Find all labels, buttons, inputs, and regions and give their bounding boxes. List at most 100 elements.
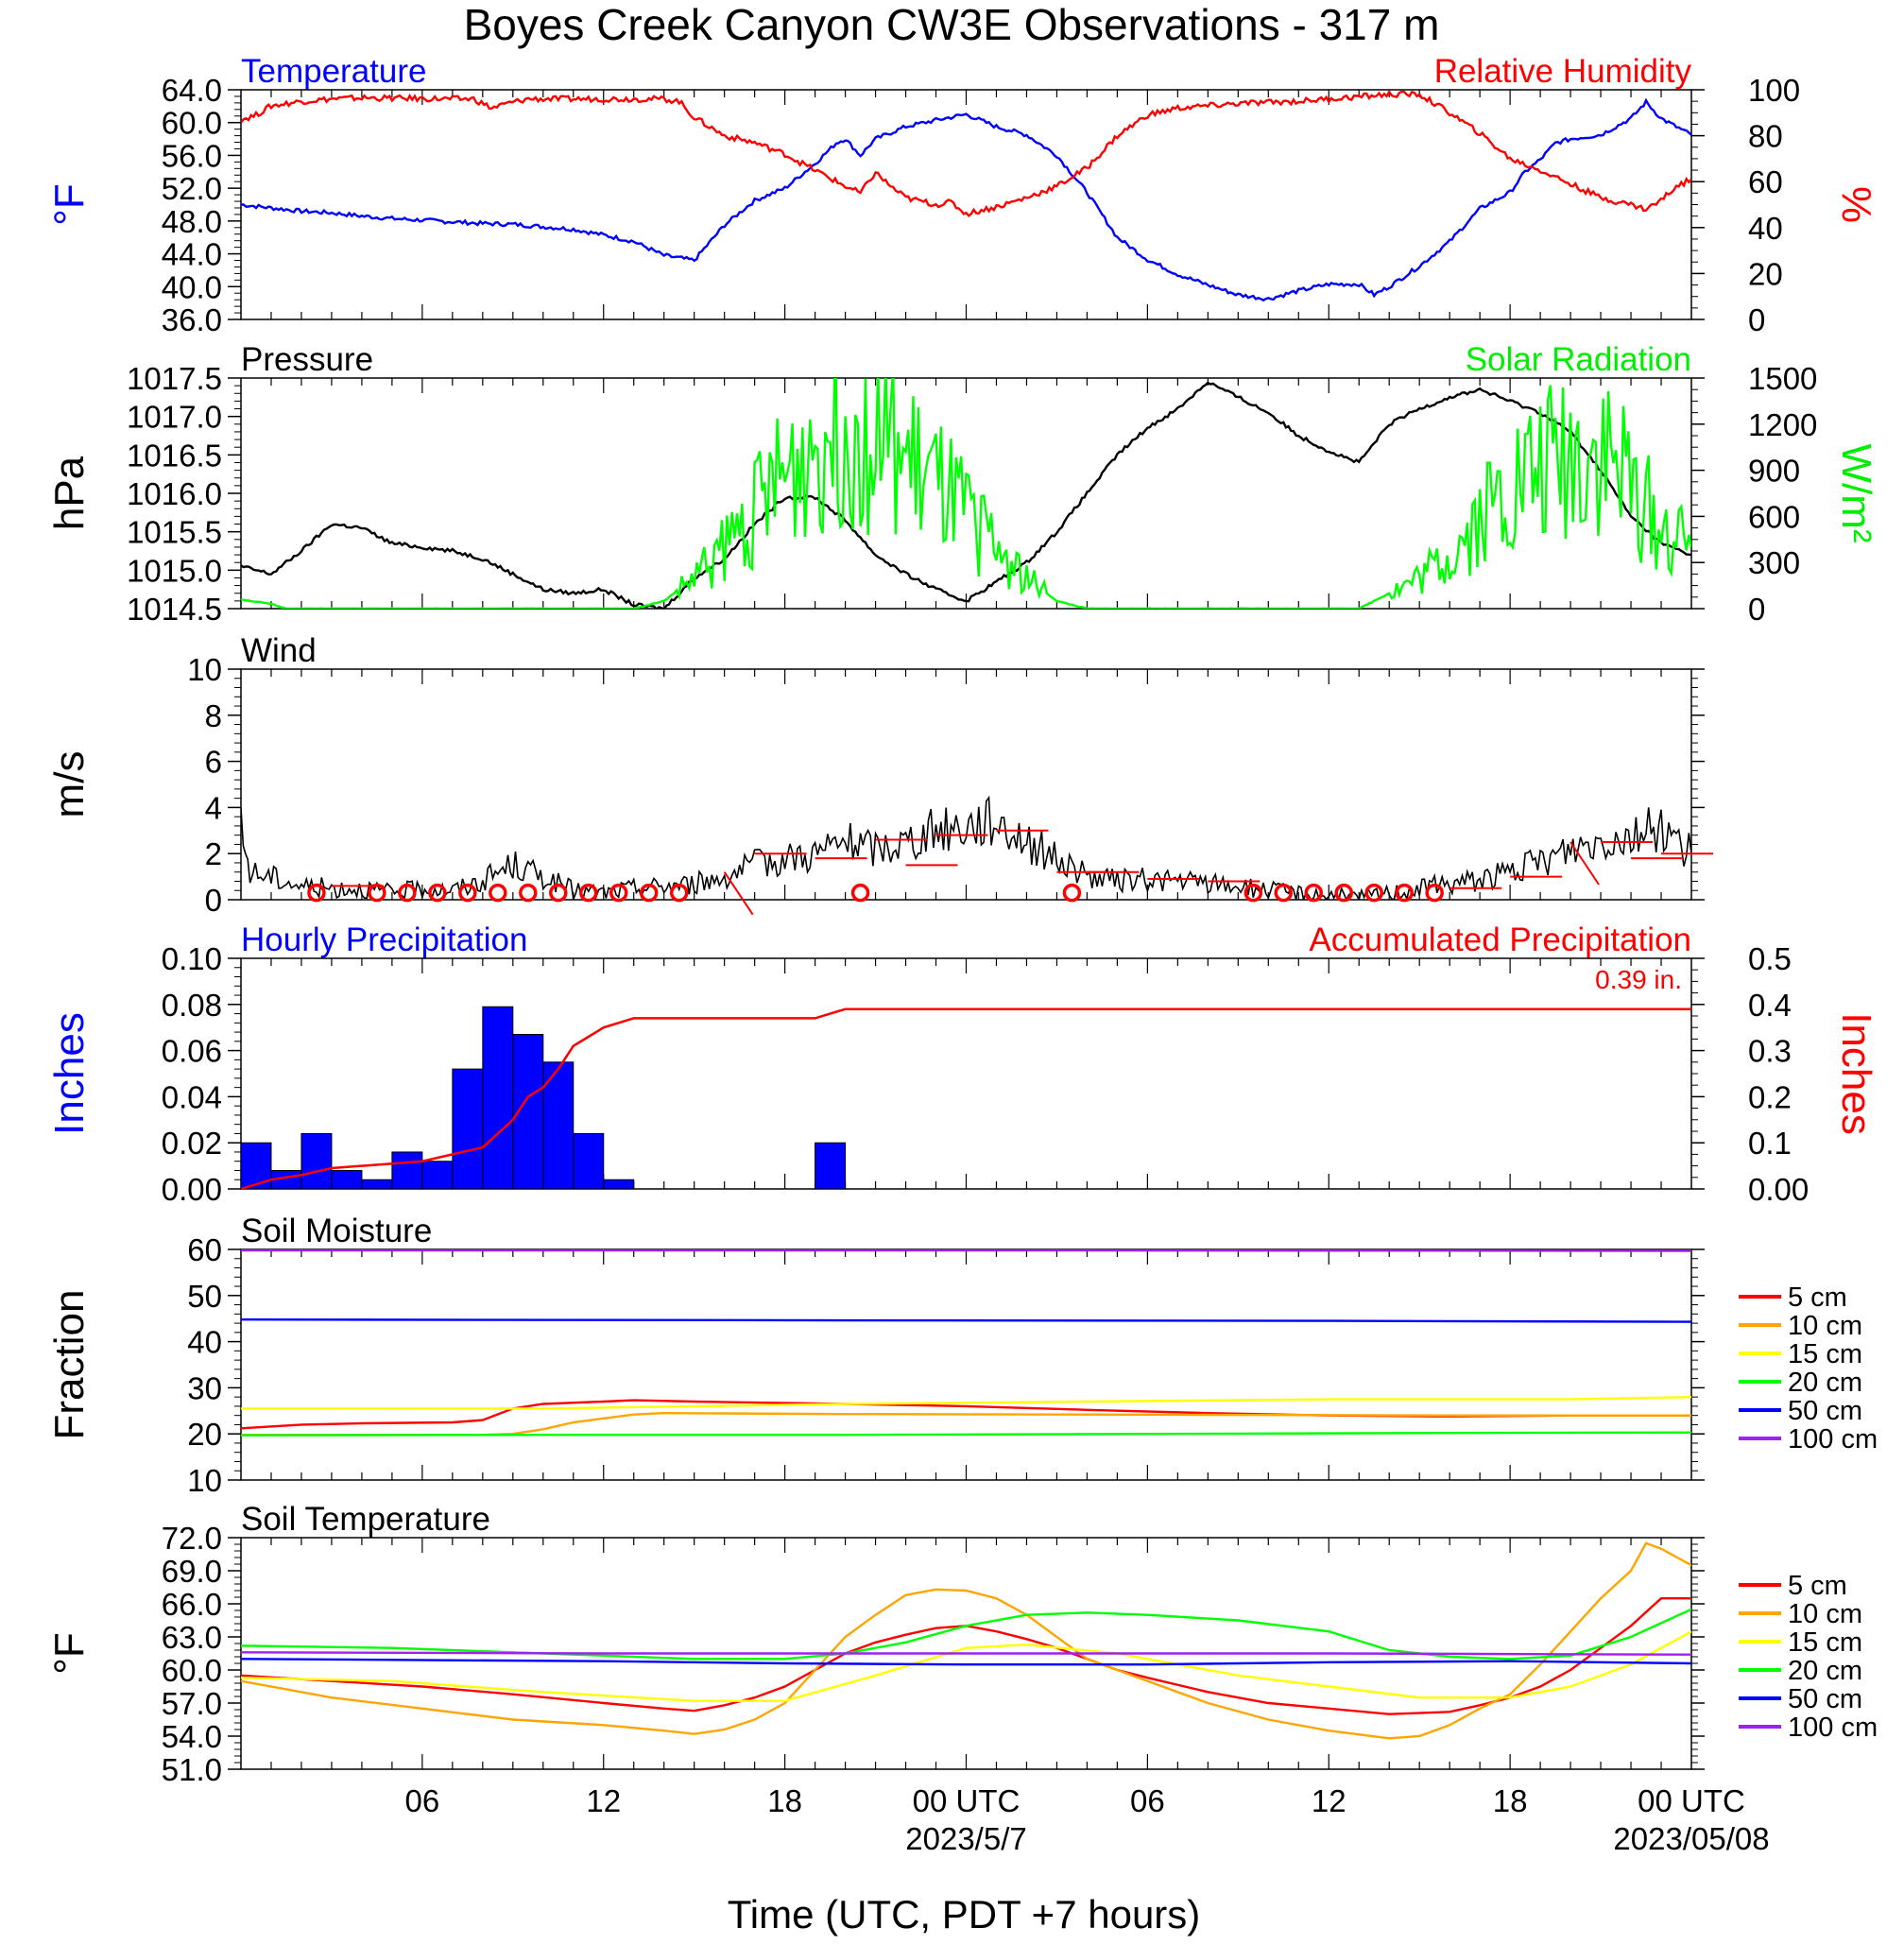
panel-title-left: Soil Moisture (241, 1213, 432, 1249)
calm-wind-marker (1334, 883, 1353, 903)
y-tick-label: 0.00 (162, 1172, 222, 1207)
legend-label: 100 cm (1788, 1424, 1878, 1454)
series-line-20-cm (241, 1608, 1691, 1661)
y-right-tick-label: 40 (1748, 211, 1783, 246)
legend-label: 5 cm (1788, 1571, 1847, 1601)
series-line-50-cm (241, 1658, 1691, 1666)
legend-label: 100 cm (1788, 1713, 1878, 1743)
y-right-tick-label: 0.1 (1748, 1126, 1792, 1161)
y-axis-title-right: Inches (1833, 1012, 1879, 1135)
y-tick-label: 63.0 (162, 1620, 222, 1655)
y-axis-title-right: W/m² (1833, 443, 1879, 542)
y-axis-title-right: % (1833, 186, 1879, 223)
precip-bar (391, 1151, 423, 1189)
y-tick-label: 72.0 (162, 1521, 222, 1556)
x-tick-label: 18 (767, 1783, 802, 1818)
panel-title-left: Temperature (241, 53, 426, 90)
calm-wind-marker (579, 883, 598, 903)
y-tick-label: 52.0 (162, 171, 222, 206)
calm-wind-marker (639, 883, 659, 903)
y-right-tick-label: 20 (1748, 256, 1783, 291)
calm-wind-marker (1274, 883, 1294, 903)
precip-bar (361, 1179, 393, 1189)
y-tick-label: 60.0 (162, 1653, 222, 1688)
y-right-tick-label: 100 (1748, 73, 1800, 108)
y-tick-label: 57.0 (162, 1686, 222, 1721)
calm-wind-marker (1395, 883, 1414, 903)
series-line-wind (241, 795, 1691, 900)
plot-area (241, 795, 1691, 900)
series-line-50-cm (241, 1318, 1691, 1323)
y-tick-label: 6 (205, 745, 222, 780)
y-tick-label: 69.0 (162, 1554, 222, 1589)
y-tick-label: 2 (205, 836, 222, 871)
wind-barb (1570, 841, 1600, 886)
y-tick-label: 1015.0 (127, 553, 222, 588)
x-tick-label: 00 UTC (1638, 1783, 1745, 1818)
accum-precip-line (241, 1007, 1691, 1189)
precip-bar (421, 1161, 454, 1189)
plot-area (241, 90, 1691, 302)
y-tick-label: 8 (205, 698, 222, 733)
y-axis-title-left: Inches (46, 1012, 93, 1135)
y-tick-label: 0 (205, 883, 222, 918)
series-line-100-cm (241, 1651, 1691, 1656)
y-tick-label: 0.02 (162, 1126, 222, 1161)
x-tick-label: 12 (1312, 1783, 1347, 1818)
y-tick-label: 0.06 (162, 1034, 222, 1069)
y-tick-label: 50 (187, 1279, 222, 1314)
y-right-tick-label: 0 (1748, 302, 1765, 337)
y-tick-label: 1014.5 (127, 592, 222, 627)
calm-wind-marker (1244, 883, 1263, 903)
y-tick-label: 20 (187, 1417, 222, 1452)
panel-title-right: Solar Radiation (1466, 341, 1691, 378)
y-right-tick-label: 0.5 (1748, 941, 1792, 976)
precip-bar (573, 1132, 605, 1189)
precip-bar (542, 1061, 575, 1189)
legend-label: 10 cm (1788, 1311, 1862, 1341)
y-right-tick-label: 0 (1748, 592, 1765, 627)
legend-label: 15 cm (1788, 1627, 1862, 1658)
y-tick-label: 1017.0 (127, 400, 222, 435)
calm-wind-marker (1304, 883, 1324, 903)
calm-wind-marker (489, 883, 507, 903)
calm-wind-marker (428, 883, 447, 903)
x-tick-label: 06 (1130, 1783, 1165, 1818)
legend-label: 50 cm (1788, 1684, 1862, 1714)
y-tick-label: 56.0 (162, 138, 222, 173)
y-tick-label: 0.04 (162, 1079, 222, 1114)
chart-title: Boyes Creek Canyon CW3E Observations - 3… (464, 0, 1440, 49)
y-tick-label: 1016.0 (127, 476, 222, 511)
y-tick-label: 40.0 (162, 269, 222, 304)
precip-bar (300, 1132, 333, 1189)
series-line-pressure (241, 381, 1691, 609)
y-tick-label: 1015.5 (127, 515, 222, 550)
series-line-10-cm (241, 1411, 1691, 1437)
panel-soil_temp: 51.054.057.060.063.066.069.072.0 Soil Tem… (46, 1501, 1878, 1787)
y-tick-label: 0.10 (162, 941, 222, 976)
panel-precip: 0.00 0.02 0.04 0.06 0.08 0.10 0.00 0.1 0.2 0.3 0.4… (46, 921, 1879, 1207)
chart-panels: 36.040.044.048.052.056.060.064.002040608… (46, 53, 1879, 1856)
calm-wind-marker (609, 883, 628, 903)
legend-label: 5 cm (1788, 1282, 1847, 1313)
legend-label: 15 cm (1788, 1339, 1862, 1369)
series-line-relative-humidity (241, 90, 1691, 217)
plot-frame (240, 377, 1692, 610)
series-line-20-cm (241, 1431, 1691, 1437)
y-axis-title-left: °F (46, 183, 93, 225)
y-right-tick-label: 0.3 (1748, 1034, 1792, 1069)
calm-wind-marker (458, 883, 477, 903)
plot-area (241, 1541, 1691, 1740)
series-line-15-cm (241, 1396, 1691, 1410)
plot-frame (240, 89, 1692, 320)
calm-wind-marker (850, 883, 870, 903)
calm-wind-marker (669, 883, 689, 903)
x-tick-label: 18 (1493, 1783, 1528, 1818)
y-tick-label: 36.0 (162, 302, 222, 337)
precip-bar (815, 1142, 847, 1189)
y-tick-label: 10 (187, 652, 222, 687)
y-tick-label: 40 (187, 1325, 222, 1360)
accum-total-annotation: 0.39 in. (1595, 965, 1682, 994)
legend-label: 20 cm (1788, 1656, 1862, 1686)
